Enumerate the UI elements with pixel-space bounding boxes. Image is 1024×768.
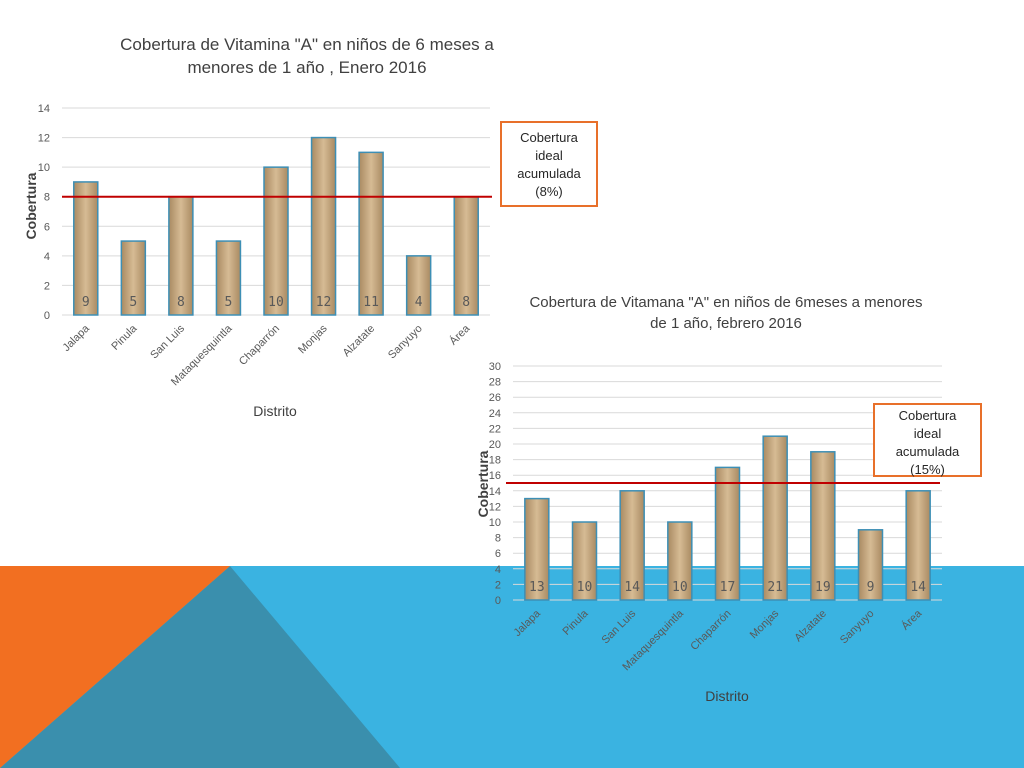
y-axis-title: Cobertura [23, 172, 39, 239]
bar-value-label: 10 [577, 580, 593, 595]
bar-value-label: 4 [415, 295, 423, 310]
callout-line: (8%) [535, 184, 563, 199]
y-tick-label: 30 [489, 361, 501, 373]
target-callout-february: Cobertura ideal acumulada (15%) [873, 403, 982, 477]
bar-value-label: 10 [268, 295, 284, 310]
callout-line: acumulada [895, 444, 960, 459]
y-tick-label: 14 [38, 103, 50, 115]
background-orange-triangle [0, 566, 230, 768]
bar-value-label: 14 [624, 580, 640, 595]
bar [120, 240, 147, 316]
bar [714, 466, 741, 601]
chart-february-title: Cobertura de Vitamana "A" en niños de 6m… [529, 294, 923, 332]
y-tick-label: 10 [38, 162, 50, 174]
y-tick-label: 28 [489, 377, 501, 389]
y-tick-label: 10 [489, 517, 501, 529]
x-category-label: San Luis [600, 607, 639, 646]
bar [73, 181, 99, 316]
y-tick-label: 20 [489, 439, 501, 451]
y-tick-label: 0 [495, 595, 501, 607]
y-tick-label: 12 [38, 133, 50, 145]
x-category-label: Monjas [748, 607, 782, 641]
bar [453, 195, 479, 316]
target-callout-january: Cobertura ideal acumulada (8%) [500, 121, 598, 207]
x-category-label: Alzatate [792, 608, 829, 645]
y-tick-label: 4 [495, 564, 501, 576]
y-axis-title: Cobertura [475, 450, 491, 517]
bar-value-label: 21 [767, 580, 783, 595]
x-category-label: Chaparrón [688, 608, 733, 653]
bar-value-label: 14 [910, 580, 926, 595]
callout-line: ideal [913, 426, 942, 441]
bar-value-label: 5 [225, 295, 233, 310]
bar-value-label: 9 [82, 295, 90, 310]
bar [263, 166, 289, 316]
bar [667, 521, 693, 601]
bar-value-label: 19 [815, 580, 831, 595]
bar-value-label: 5 [129, 295, 137, 310]
y-tick-label: 8 [44, 192, 50, 204]
bar [524, 497, 550, 601]
y-tick-label: 24 [489, 408, 501, 420]
y-tick-label: 22 [489, 423, 501, 435]
y-tick-label: 26 [489, 392, 501, 404]
y-tick-label: 2 [44, 280, 50, 292]
x-axis-title: Distrito [705, 688, 749, 704]
y-tick-label: 12 [489, 501, 501, 513]
y-tick-label: 14 [489, 486, 501, 498]
y-tick-label: 6 [495, 548, 501, 560]
bar [905, 490, 931, 601]
bar-value-label: 8 [462, 295, 470, 310]
bar [762, 435, 788, 601]
callout-line: ideal [535, 148, 563, 163]
bar [857, 529, 884, 601]
bar-value-label: 12 [316, 295, 332, 310]
bar-value-label: 17 [720, 580, 736, 595]
background-dark-triangle [0, 566, 400, 768]
bar [571, 521, 598, 601]
y-tick-label: 18 [489, 455, 501, 467]
x-category-label: Jalapa [512, 607, 544, 639]
x-category-label: Pinula [561, 607, 592, 638]
y-tick-label: 8 [495, 533, 501, 545]
bar [810, 451, 836, 601]
x-category-label: Área [899, 606, 925, 632]
x-category-label: Sanyuyo [838, 608, 877, 647]
bar-value-label: 11 [363, 295, 379, 310]
callout-line: Cobertura [898, 408, 957, 423]
x-axis-title: Distrito [253, 403, 297, 419]
bar [405, 255, 432, 316]
callout-line: Cobertura [520, 130, 578, 145]
bar [215, 240, 242, 316]
bar [310, 136, 337, 316]
y-tick-label: 16 [489, 470, 501, 482]
bar-value-label: 9 [867, 580, 875, 595]
callout-line: acumulada [517, 166, 581, 181]
y-tick-label: 6 [44, 221, 50, 233]
bar-value-label: 10 [672, 580, 688, 595]
bar-value-label: 8 [177, 295, 185, 310]
y-tick-label: 0 [44, 310, 50, 322]
y-tick-label: 4 [44, 251, 50, 263]
bar [619, 490, 645, 601]
bar [358, 151, 384, 316]
callout-line: (15%) [910, 462, 945, 477]
bar-value-label: 13 [529, 580, 545, 595]
chart-january-title: Cobertura de Vitamina "A" en niños de 6 … [120, 35, 494, 77]
y-tick-label: 2 [495, 579, 501, 591]
